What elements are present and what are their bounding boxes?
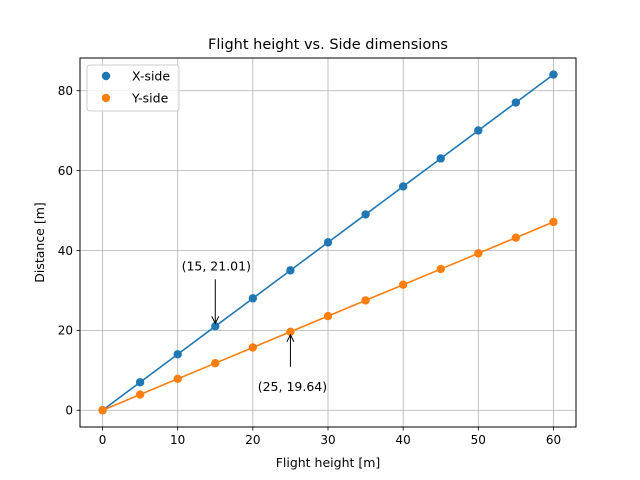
data-point [323, 238, 333, 247]
y-tick-label: 40 [58, 244, 73, 258]
data-point [135, 390, 145, 399]
data-point [398, 182, 408, 191]
data-point [474, 249, 483, 258]
legend-label: X-side [132, 68, 170, 83]
x-axis-label: Flight height [m] [276, 455, 381, 470]
data-point [173, 350, 182, 359]
legend-marker [101, 93, 111, 103]
data-point [211, 358, 220, 368]
data-point [549, 217, 558, 227]
data-point [286, 266, 295, 275]
data-point [361, 296, 370, 305]
y-tick-label: 20 [58, 324, 73, 338]
data-point [511, 233, 521, 242]
data-point [361, 210, 370, 219]
x-tick-label: 10 [170, 433, 185, 447]
annotation-layer: (15, 21.01) (25, 19.64) [182, 258, 328, 393]
y-tick-label: 60 [58, 164, 73, 178]
data-point [398, 280, 408, 289]
y-axis-label: Distance [m] [32, 202, 47, 283]
x-tick-label: 30 [320, 433, 335, 447]
data-point [135, 378, 145, 387]
y-tick-label: 80 [58, 84, 73, 98]
x-tick-label: 0 [99, 433, 107, 447]
annotation-arrow-head [286, 333, 295, 343]
annotation-label: (15, 21.01) [182, 258, 251, 273]
x-tick-label: 40 [396, 433, 411, 447]
data-point [549, 70, 558, 79]
series-layer [98, 70, 558, 415]
chart-title: Flight height vs. Side dimensions [208, 37, 448, 53]
legend: X-side Y-side [86, 64, 180, 112]
x-tick-label: 50 [471, 433, 486, 447]
data-point [98, 406, 107, 415]
annotation-label: (25, 19.64) [258, 379, 327, 394]
data-point [286, 327, 295, 336]
annotation-arrow-head [211, 316, 220, 325]
data-point [248, 294, 258, 303]
x-tick-label: 60 [546, 433, 561, 447]
data-point [173, 374, 182, 384]
y-tick-label: 0 [65, 404, 73, 418]
annotation: (25, 19.64) [258, 333, 327, 394]
x-tick-label: 20 [245, 433, 260, 447]
data-point [211, 322, 220, 331]
data-point [436, 264, 445, 274]
series-y-side [98, 217, 558, 415]
data-point [248, 343, 258, 352]
data-point [511, 98, 521, 107]
data-point [474, 126, 483, 135]
data-point [323, 311, 333, 321]
axis-ticks: 0 10 20 30 40 50 60 0 20 40 60 80 [58, 84, 561, 447]
data-point [436, 154, 445, 163]
legend-marker [101, 71, 111, 81]
annotation: (15, 21.01) [182, 258, 251, 325]
legend-label: Y-side [131, 90, 169, 105]
